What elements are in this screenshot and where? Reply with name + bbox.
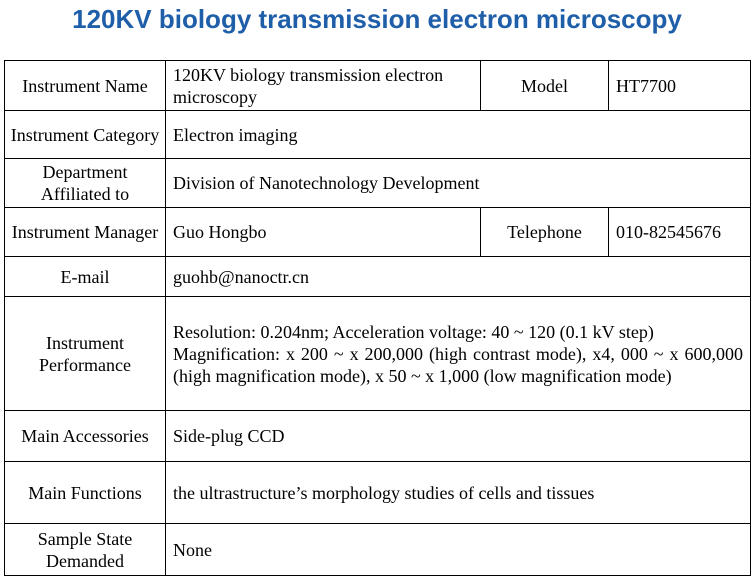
field-label: Model [480, 60, 609, 111]
field-value: Electron imaging [165, 110, 751, 159]
field-value: the ultrastructure’s morphology studies … [165, 461, 751, 524]
table-row: Sample State Demanded None [4, 523, 751, 576]
table-row: E-mail guohb@nanoctr.cn [4, 256, 751, 297]
field-label: E-mail [4, 256, 166, 297]
field-value: guohb@nanoctr.cn [165, 256, 751, 297]
field-value: Division of Nanotechnology Development [165, 158, 751, 208]
field-label: Department Affiliated to [4, 158, 166, 208]
title: 120KV biology transmission electron micr… [72, 4, 682, 34]
field-label: Instrument Category [4, 110, 166, 159]
field-value: 120KV biology transmission electron micr… [165, 60, 481, 111]
field-value: 010-82545676 [608, 207, 751, 257]
paragraph: Resolution: 0.204nm; Acceleration voltag… [173, 321, 654, 342]
table-row: Instrument Name 120KV biology transmissio… [4, 60, 751, 111]
info-table: Instrument Name 120KV biology transmissio… [4, 60, 751, 576]
table-row: Main Accessories Side-plug CCD [4, 410, 751, 462]
table-row: Main Functions the ultrastructure’s morph… [4, 461, 751, 524]
field-label: Instrument Name [4, 60, 166, 111]
table-row: Instrument Manager Guo Hongbo Telephone 010… [4, 207, 751, 257]
field-label: Instrument Performance [4, 296, 166, 411]
table-row: Department Affiliated to Division of Nano… [4, 158, 751, 208]
field-value: Resolution: 0.204nm; Acceleration voltag… [165, 296, 751, 411]
field-value: HT7700 [608, 60, 751, 111]
table-row: Instrument Category Electron imaging [4, 110, 751, 159]
field-label: Instrument Manager [4, 207, 166, 257]
field-label: Sample State Demanded [4, 523, 166, 576]
table-row: Instrument Performance Resolution: 0.204n… [4, 296, 751, 411]
field-value: None [165, 523, 751, 576]
field-value: Guo Hongbo [165, 207, 481, 257]
field-label: Telephone [480, 207, 609, 257]
paragraph: Magnification: x 200 ~ x 200,000 (high c… [173, 343, 743, 386]
field-value: Side-plug CCD [165, 410, 751, 462]
field-label: Main Accessories [4, 410, 166, 462]
field-label: Main Functions [4, 461, 166, 524]
